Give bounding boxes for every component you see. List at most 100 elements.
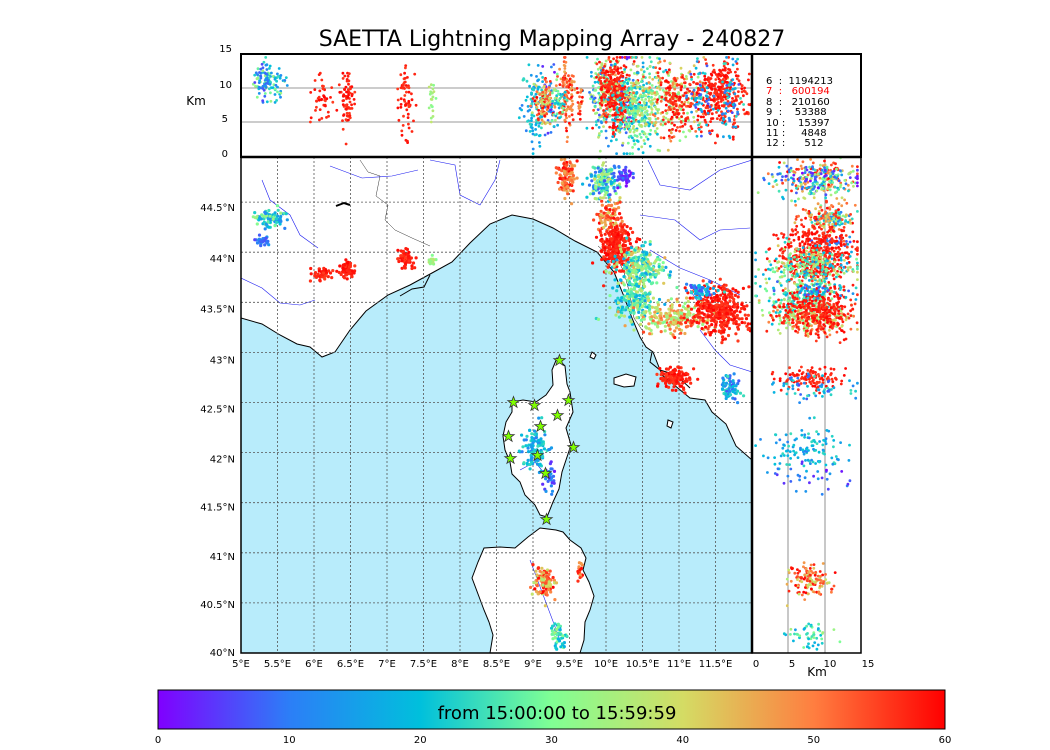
lightning-source-point xyxy=(709,296,713,300)
lightning-source-point xyxy=(701,319,706,323)
lake xyxy=(335,201,351,207)
altitude-source-point xyxy=(406,76,409,79)
lightning-source-point xyxy=(633,250,637,254)
altitude-source-point xyxy=(400,133,404,137)
altitude-source-point xyxy=(615,87,619,90)
altitude-source-point xyxy=(716,95,720,98)
altitude-source-point xyxy=(667,68,671,72)
altitude-source-point xyxy=(555,112,559,116)
altitude-source-point xyxy=(678,129,681,133)
lightning-source-point xyxy=(656,321,660,325)
lightning-source-point xyxy=(534,569,538,573)
lightning-source-point xyxy=(563,157,567,161)
lightning-source-point xyxy=(568,161,572,165)
altitude-source-point xyxy=(709,120,712,123)
altitude-source-point xyxy=(412,119,415,123)
altitude-source-point xyxy=(655,76,658,80)
lightning-source-point xyxy=(554,581,559,585)
lightning-source-point xyxy=(726,374,730,378)
altitude-source-point xyxy=(553,97,557,100)
altitude-source-point xyxy=(700,96,703,99)
lightning-source-point xyxy=(680,375,684,379)
altitude-source-point xyxy=(707,98,711,102)
altitude-source-point xyxy=(702,115,705,119)
chart-title: SAETTA Lightning Mapping Array - 240827 xyxy=(319,27,786,52)
lightning-source-point xyxy=(528,428,532,432)
altitude-source-point xyxy=(531,132,535,136)
altitude-source-point xyxy=(346,74,350,78)
lightning-source-point xyxy=(746,313,751,317)
altitude-source-point xyxy=(604,111,608,115)
lightning-source-point xyxy=(703,332,708,336)
lightning-source-point xyxy=(599,213,603,217)
lightning-source-point xyxy=(411,261,416,265)
altitude-source-point xyxy=(609,80,613,83)
altitude-source-point xyxy=(696,82,699,86)
altitude-source-point xyxy=(572,74,575,78)
altitude-source-point xyxy=(667,120,670,124)
lightning-source-point xyxy=(662,281,666,285)
altitude-source-point xyxy=(624,78,628,82)
altitude-source-point xyxy=(526,109,530,113)
altitude-source-point xyxy=(413,72,417,76)
lightning-source-point xyxy=(617,165,621,169)
altitude-source-point xyxy=(710,112,714,116)
altitude-source-point xyxy=(704,58,707,61)
altitude-source-point xyxy=(642,100,646,104)
lightning-source-point xyxy=(607,231,611,235)
lightning-source-point xyxy=(653,310,657,314)
altitude-source-point xyxy=(703,72,707,75)
altitude-source-point xyxy=(689,72,693,76)
lightning-source-point xyxy=(621,225,625,229)
altitude-source-point xyxy=(712,94,716,98)
altitude-source-point xyxy=(714,78,718,81)
lightning-source-point xyxy=(603,232,607,236)
altitude-source-point xyxy=(407,99,411,103)
altitude-source-point xyxy=(317,73,321,76)
altitude-source-point xyxy=(611,118,614,122)
altitude-source-point xyxy=(692,72,696,76)
lightning-source-point xyxy=(265,241,269,245)
lightning-source-point xyxy=(637,307,641,311)
lightning-source-point xyxy=(410,264,414,268)
altitude-source-point xyxy=(699,125,703,129)
altitude-source-point xyxy=(268,67,271,70)
lightning-source-point xyxy=(611,208,616,212)
lightning-source-point xyxy=(625,251,629,255)
lightning-source-point xyxy=(640,304,645,308)
lightning-source-point xyxy=(549,484,554,488)
lightning-source-point xyxy=(646,295,650,299)
lightning-source-point xyxy=(606,249,611,253)
lightning-source-point xyxy=(604,182,608,187)
altitude-source-point xyxy=(677,83,681,87)
lightning-source-point xyxy=(680,308,684,312)
lightning-source-point xyxy=(728,393,733,397)
lightning-source-point xyxy=(663,324,668,328)
lightning-source-point xyxy=(608,246,612,250)
altitude-source-point xyxy=(670,136,674,139)
altitude-source-point xyxy=(627,86,631,90)
altitude-source-point xyxy=(648,65,652,68)
altitude-source-point xyxy=(526,105,530,108)
altitude-source-point xyxy=(601,101,604,105)
altitude-source-point xyxy=(722,68,726,72)
lightning-source-point xyxy=(728,305,732,309)
altitude-source-point xyxy=(745,92,749,96)
lightning-source-point xyxy=(345,268,349,273)
altitude-source-point xyxy=(598,115,601,119)
altitude-source-point xyxy=(695,134,699,138)
lightning-source-point xyxy=(669,297,674,301)
altitude-source-point xyxy=(520,108,523,112)
altitude-source-point xyxy=(739,97,742,100)
altitude-source-point xyxy=(612,57,615,61)
lightning-source-point xyxy=(615,248,619,252)
altitude-source-point xyxy=(635,91,639,94)
lightning-source-point xyxy=(547,588,551,592)
lightning-source-point xyxy=(684,321,688,325)
altitude-source-point xyxy=(723,93,726,97)
altitude-source-point xyxy=(554,84,558,87)
altitude-source-point xyxy=(600,115,604,118)
altitude-source-point xyxy=(653,123,657,127)
altitude-source-point xyxy=(614,82,618,86)
altitude-source-point xyxy=(602,125,605,128)
